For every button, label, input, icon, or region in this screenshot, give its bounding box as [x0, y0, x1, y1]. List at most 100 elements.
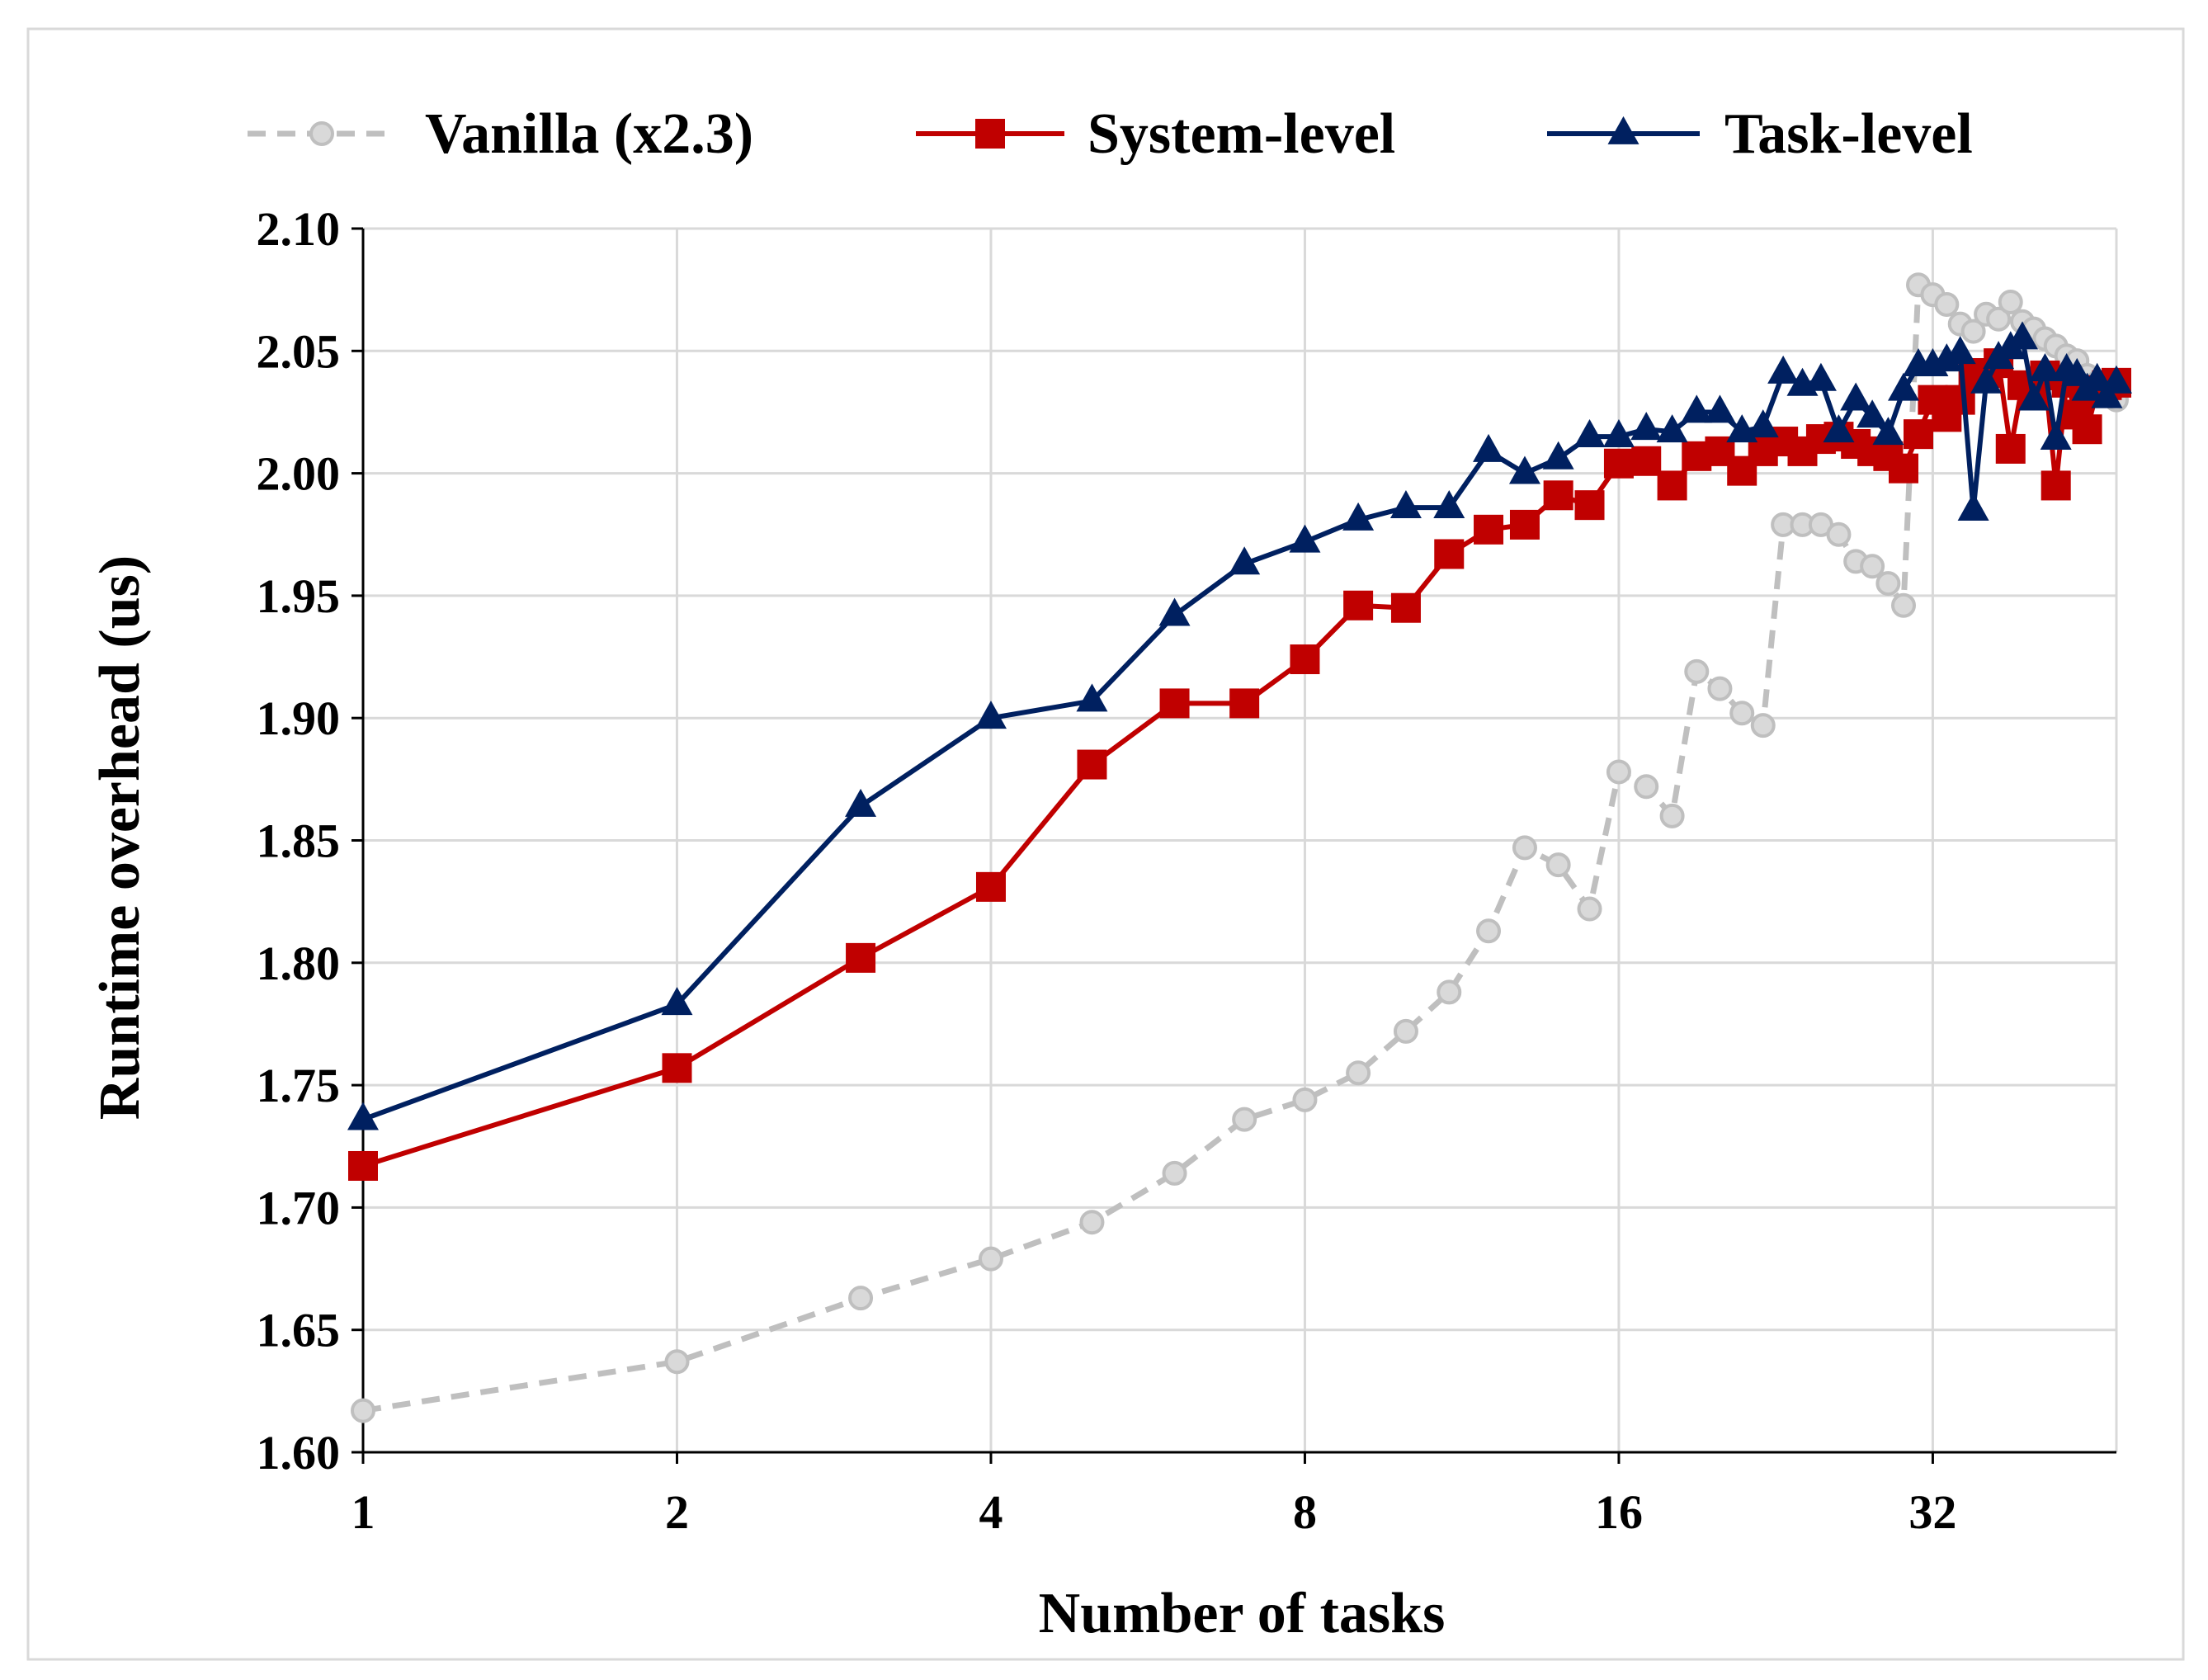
data-point-task-level: [1957, 493, 1989, 521]
y-tick-label: 1.80: [257, 937, 341, 990]
data-point-system-level: [662, 1053, 692, 1083]
data-point-task-level: [1805, 362, 1837, 391]
data-point-system-level: [846, 942, 876, 973]
data-point-system-level: [1995, 433, 2026, 464]
series-system-level: [348, 348, 2131, 1181]
y-tick-label: 1.70: [257, 1181, 341, 1234]
data-point-task-level: [2101, 365, 2132, 394]
x-axis-title: Number of tasks: [1039, 1582, 1446, 1645]
legend-symbol-task-level: [1547, 116, 1700, 144]
data-point-vanilla: [1960, 319, 1986, 344]
y-tick-label: 1.95: [257, 569, 341, 623]
x-tick-label: 8: [1293, 1485, 1317, 1539]
x-tick-label: 4: [979, 1485, 1003, 1539]
data-point-system-level: [348, 1150, 378, 1181]
data-point-task-level: [347, 1102, 379, 1130]
data-point-vanilla: [1729, 701, 1755, 726]
y-tick-label: 2.05: [257, 324, 341, 378]
legend: Vanilla (x2.3) System-level Task-level: [248, 102, 1973, 166]
data-point-task-level: [1473, 433, 1505, 462]
tick-labels: 1.60 1.65 1.70 1.75 1.80 1.85 1.90 1.95 2.00 2.05…: [257, 202, 1957, 1539]
data-point-system-level: [2072, 414, 2102, 445]
y-tick-label: 1.90: [257, 691, 341, 745]
y-tick-label: 2.10: [257, 202, 341, 256]
data-point-task-level: [2029, 352, 2061, 381]
data-point-system-level: [1574, 490, 1605, 521]
data-point-system-level: [1159, 688, 1190, 719]
data-point-system-level: [1657, 470, 1687, 501]
data-point-task-level: [1508, 455, 1540, 484]
data-point-task-level: [845, 788, 877, 817]
y-tick-label: 1.60: [257, 1426, 341, 1479]
x-tick-label: 32: [1908, 1485, 1956, 1539]
legend-marker: [975, 119, 1005, 149]
data-point-vanilla: [1476, 918, 1502, 944]
data-point-task-level: [1542, 441, 1574, 470]
data-point-system-level: [1434, 539, 1465, 569]
legend-item-vanilla: Vanilla (x2.3): [248, 102, 753, 166]
data-point-task-level: [661, 987, 693, 1016]
data-point-system-level: [1631, 446, 1662, 476]
data-point-system-level: [1343, 590, 1374, 621]
y-tick-label: 1.65: [257, 1304, 341, 1357]
data-point-vanilla: [978, 1246, 1003, 1272]
data-point-vanilla: [1437, 979, 1462, 1005]
data-point-task-level: [2040, 421, 2072, 450]
data-point-system-level: [1603, 448, 1634, 479]
data-point-task-level: [1823, 414, 1855, 443]
legend-symbol-vanilla: [248, 121, 396, 146]
data-point-vanilla: [848, 1286, 874, 1311]
data-point-task-level: [1389, 490, 1422, 519]
data-point-task-level: [1229, 546, 1261, 575]
y-tick-label: 1.75: [257, 1059, 341, 1112]
legend-marker: [1607, 116, 1639, 144]
data-point-task-level: [2007, 321, 2039, 350]
data-point-system-level: [2041, 470, 2071, 501]
legend-item-system-level: System-level: [916, 102, 1395, 166]
data-point-task-level: [1704, 394, 1736, 423]
data-point-task-level: [2091, 380, 2123, 408]
data-point-vanilla: [1826, 521, 1852, 547]
axes: [351, 227, 2116, 1464]
data-point-system-level: [1543, 480, 1573, 511]
data-point-vanilla: [1232, 1107, 1257, 1132]
data-point-vanilla: [1393, 1018, 1418, 1044]
legend-label-task-level: Task-level: [1724, 102, 1973, 166]
data-point-task-level: [1931, 343, 1963, 372]
data-point-vanilla: [1512, 835, 1537, 861]
y-axis-title: Runtime overhead (us): [88, 555, 152, 1120]
data-point-vanilla: [1577, 896, 1602, 922]
data-point-task-level: [1630, 412, 1663, 441]
legend-symbol-system-level: [916, 119, 1064, 149]
data-point-task-level: [1767, 355, 1800, 384]
data-point-vanilla: [1634, 774, 1659, 800]
legend-item-task-level: Task-level: [1547, 102, 1973, 166]
data-point-task-level: [1158, 597, 1191, 626]
data-series: [347, 272, 2132, 1423]
data-point-vanilla: [351, 1398, 375, 1423]
data-point-vanilla: [664, 1349, 690, 1375]
data-point-task-level: [1970, 365, 2003, 394]
x-tick-label: 1: [351, 1485, 375, 1539]
data-point-vanilla: [1891, 592, 1917, 618]
data-point-task-level: [1857, 399, 1889, 428]
data-point-task-level: [1681, 394, 1713, 423]
data-point-task-level: [974, 701, 1007, 729]
data-point-task-level: [1944, 336, 1976, 365]
data-point-vanilla: [1606, 759, 1631, 785]
series-task-level: [347, 321, 2132, 1130]
legend-label-system-level: System-level: [1087, 102, 1395, 166]
data-point-vanilla: [1750, 713, 1776, 739]
data-point-vanilla: [1860, 554, 1885, 579]
data-point-task-level: [1872, 417, 1904, 446]
data-point-task-level: [1602, 419, 1635, 448]
data-point-task-level: [1076, 683, 1108, 712]
data-point-vanilla: [1079, 1210, 1105, 1235]
data-point-system-level: [975, 871, 1006, 902]
data-point-vanilla: [1659, 803, 1685, 828]
data-point-task-level: [1289, 524, 1321, 553]
data-point-vanilla: [1346, 1060, 1371, 1086]
data-point-vanilla: [1684, 658, 1710, 684]
data-point-task-level: [1840, 382, 1872, 411]
